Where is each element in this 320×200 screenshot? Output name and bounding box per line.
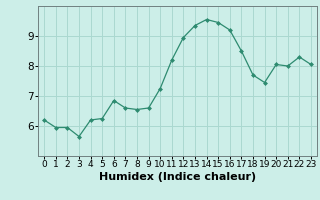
X-axis label: Humidex (Indice chaleur): Humidex (Indice chaleur): [99, 172, 256, 182]
